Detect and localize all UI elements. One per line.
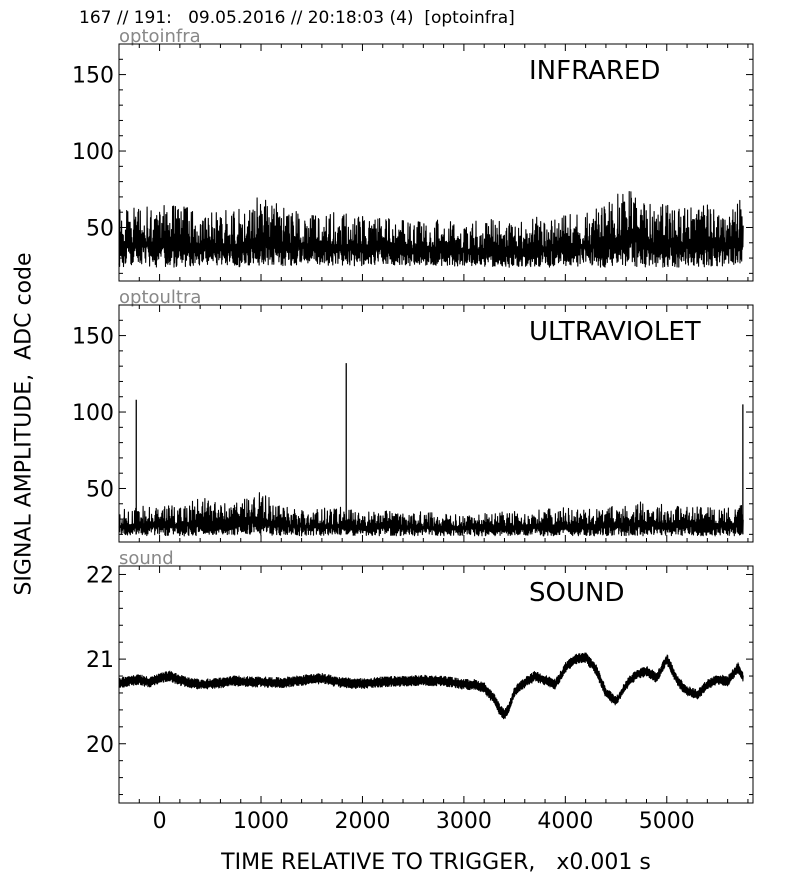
panel-title: ULTRAVIOLET — [529, 317, 701, 347]
y-tick-label: 22 — [86, 563, 114, 588]
y-tick-label: 150 — [72, 325, 114, 350]
panel-optoinfra: optoinfra 50 100 150 INFRARED — [72, 26, 754, 282]
panel-title: SOUND — [529, 578, 624, 608]
plot-frame — [118, 304, 754, 543]
series-line — [118, 492, 744, 537]
panel-optoultra: optoultra 50 100 150 ULTRAVIOLET — [72, 287, 754, 543]
y-tick-label: 50 — [86, 216, 114, 241]
panel-title: INFRARED — [529, 56, 660, 86]
y-tick-label: 100 — [72, 140, 114, 165]
y-tick-label: 100 — [72, 401, 114, 426]
y-tick-label: 20 — [86, 733, 114, 758]
x-tick-label: 5000 — [639, 809, 695, 834]
x-tick-label: 2000 — [334, 809, 390, 834]
x-tick-label: 3000 — [436, 809, 492, 834]
panel-source-tag: sound — [119, 548, 174, 569]
series-line — [118, 652, 744, 720]
figure-header: 167 // 191: 09.05.2016 // 20:18:03 (4) [… — [79, 8, 515, 28]
panel-source-tag: optoinfra — [119, 26, 201, 47]
panel-source-tag: optoultra — [119, 287, 201, 308]
x-axis-label: TIME RELATIVE TO TRIGGER, x0.001 s — [221, 850, 651, 875]
y-tick-label: 50 — [86, 477, 114, 502]
y-tick-label: 21 — [86, 648, 114, 673]
x-tick-label: 4000 — [537, 809, 593, 834]
series-line — [118, 191, 744, 268]
plot-frame — [118, 43, 754, 282]
x-tick-label: 0 — [153, 809, 167, 834]
panel-sound: sound 0 1000 2000 3000 4000 5000 20 21 22 SOUND — [86, 548, 754, 834]
x-tick-label: 1000 — [233, 809, 289, 834]
y-tick-label: 150 — [72, 64, 114, 89]
